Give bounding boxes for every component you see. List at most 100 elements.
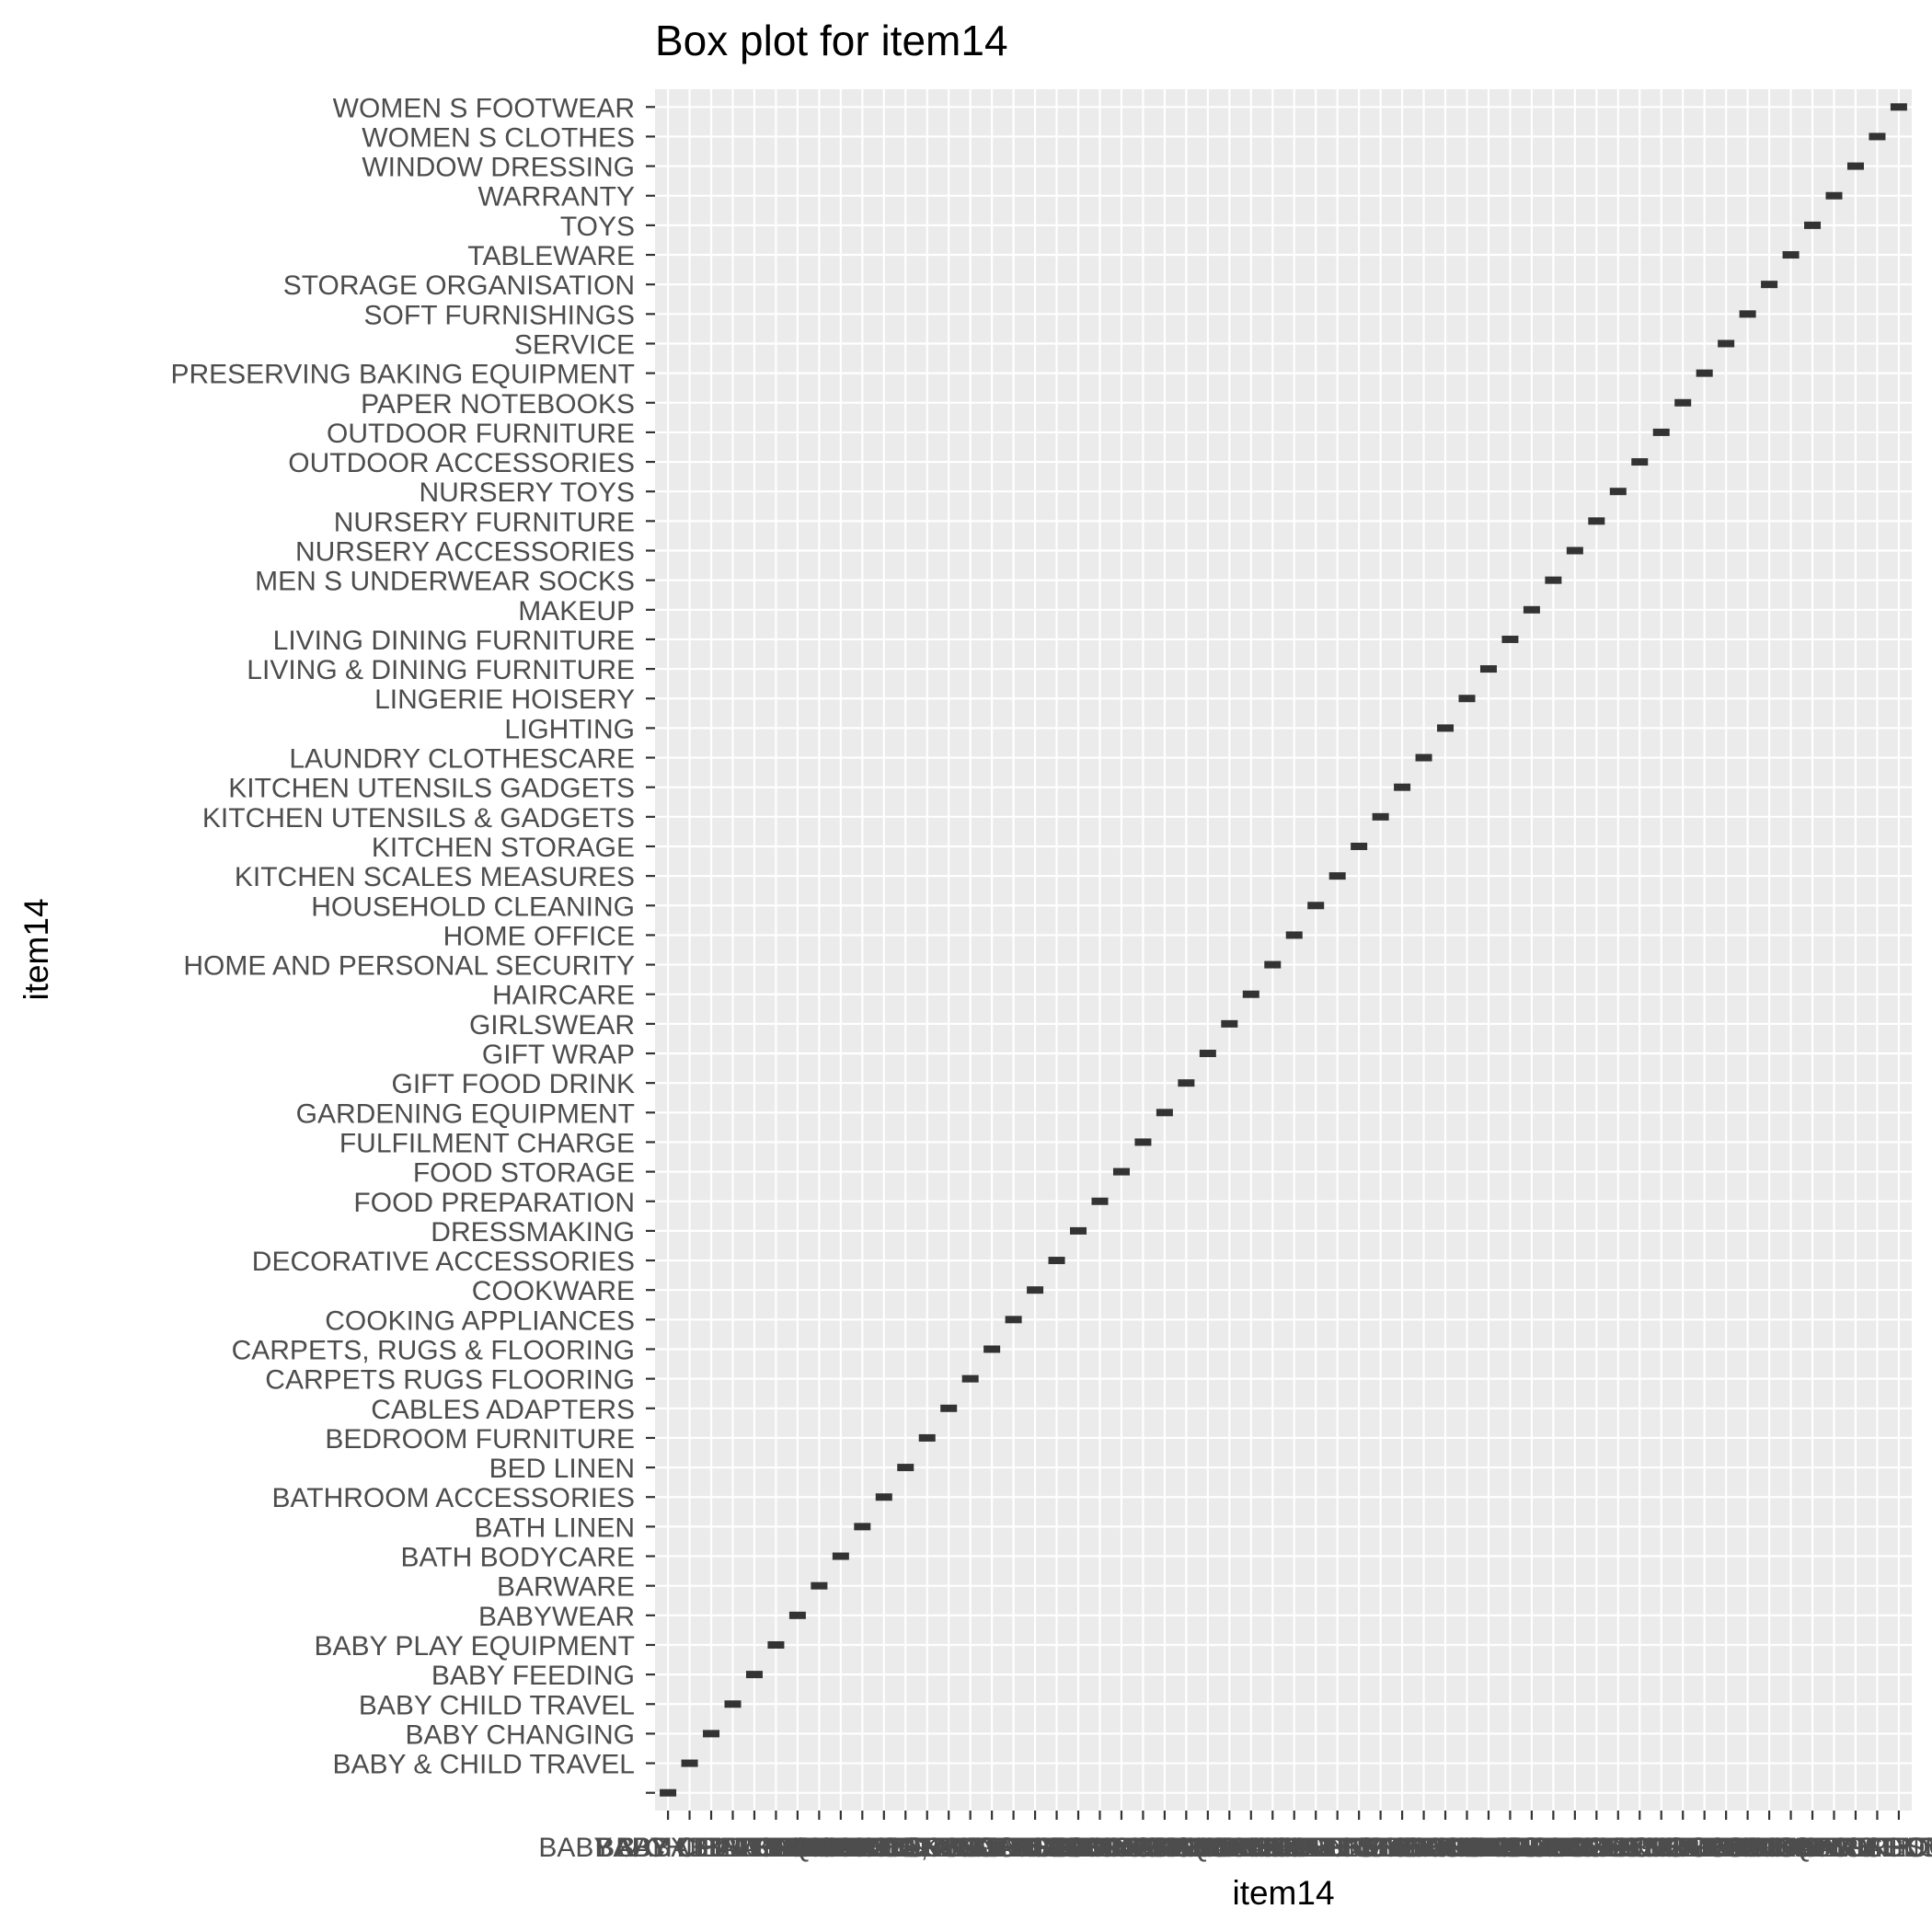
y-tick-label: WINDOW DRESSING [362, 153, 635, 183]
y-tick-label: KITCHEN STORAGE [372, 833, 635, 863]
y-tick-label: BABYWEAR [478, 1602, 635, 1632]
y-tick-label: BABY CHANGING [405, 1719, 635, 1750]
x-tick-label: NURSERY ACCESSORIES [1405, 1833, 1744, 1863]
y-tick-label: LIVING & DINING FURNITURE [247, 655, 635, 685]
box-mark [660, 1788, 677, 1797]
y-tick-label: BABY PLAY EQUIPMENT [315, 1631, 635, 1662]
x-tick-label: BARWARE [750, 1833, 888, 1863]
x-tick-label: CARPETS, RUGS & FLOORING [790, 1833, 1193, 1863]
x-tick-label: WOMEN S FOOTWEAR [1748, 1833, 1932, 1863]
box-mark [1825, 191, 1843, 200]
y-tick-label: NURSERY ACCESSORIES [295, 537, 635, 568]
box-mark [1091, 1197, 1109, 1205]
x-tick-label: TABLEWARE [1708, 1833, 1875, 1863]
box-mark [1479, 665, 1497, 673]
box-mark [1005, 1316, 1022, 1324]
x-tick-label: COOKING APPLIANCES [858, 1833, 1168, 1863]
x-tick-label: HOME AND PERSONAL SECURITY [1047, 1833, 1499, 1863]
x-tick-label: PAPER NOTEBOOKS [1546, 1833, 1820, 1863]
x-tick-label: KITCHEN UTENSILS & GADGETS [1165, 1833, 1597, 1863]
chart-title: Box plot for item14 [655, 17, 1008, 64]
box-mark [1869, 132, 1886, 141]
x-tick-label: BABY FEEDING [652, 1833, 856, 1863]
box-mark [1112, 1167, 1130, 1176]
box-mark [1674, 398, 1692, 407]
x-tick-label: PRESERVING BAKING EQUIPMENT [1472, 1833, 1932, 1863]
y-tick-label: CABLES ADAPTERS [371, 1395, 635, 1425]
box-mark [811, 1581, 828, 1590]
box-mark [1566, 546, 1583, 555]
y-tick-label: BATH LINEN [475, 1512, 635, 1543]
y-tick-label: LAUNDRY CLOTHESCARE [289, 744, 635, 775]
x-tick-label: HOME OFFICE [1199, 1833, 1390, 1863]
x-tick-label: CARPETS RUGS FLOORING [786, 1833, 1156, 1863]
x-tick-label: GIRLSWEAR [1146, 1833, 1312, 1863]
y-tick-label: BABY & CHILD TRAVEL [333, 1750, 635, 1780]
x-tick-label: OUTDOOR ACCESSORIES [1466, 1833, 1813, 1863]
box-mark [1156, 1109, 1173, 1117]
box-mark [1328, 872, 1346, 880]
y-tick-label: WOMEN S CLOTHES [362, 122, 635, 153]
x-tick-label: HAIRCARE [1179, 1833, 1322, 1863]
y-tick-label: GARDENING EQUIPMENT [296, 1098, 635, 1129]
y-tick-label: BABY CHILD TRAVEL [359, 1690, 635, 1720]
box-mark [1415, 753, 1432, 762]
box-mark [1652, 428, 1670, 436]
x-tick-label: OUTDOOR FURNITURE [1507, 1833, 1815, 1863]
x-tick-label: GIFT WRAP [1132, 1833, 1284, 1863]
box-mark [1718, 339, 1735, 348]
x-tick-label: KITCHEN UTENSILS GADGETS [1199, 1833, 1605, 1863]
y-tick-label: HOME AND PERSONAL SECURITY [183, 951, 635, 982]
y-tick-label: BATH BODYCARE [401, 1543, 636, 1573]
y-tick-label: GIRLSWEAR [469, 1010, 635, 1041]
y-tick-label: CARPETS RUGS FLOORING [265, 1365, 635, 1396]
y-tick-label: GIFT FOOD DRINK [392, 1069, 635, 1099]
box-mark [1221, 1019, 1238, 1028]
y-tick-label: SOFT FURNISHINGS [364, 300, 635, 330]
x-tick-label: MAKEUP [1474, 1833, 1591, 1863]
x-tick-label: WARRANTY [1755, 1833, 1913, 1863]
x-tick-label: BATHROOM ACCESSORIES [703, 1833, 1066, 1863]
box-mark [1134, 1138, 1152, 1146]
y-tick-label: MAKEUP [518, 596, 635, 627]
y-tick-label: KITCHEN SCALES MEASURES [235, 862, 635, 892]
box-mark [897, 1464, 914, 1472]
box-mark [940, 1404, 958, 1412]
box-mark [1394, 783, 1411, 791]
x-tick-label: BABY PLAY EQUIPMENT [615, 1833, 936, 1863]
x-tick-label: KITCHEN SCALES MEASURES [1137, 1833, 1537, 1863]
y-tick-label: BEDROOM FURNITURE [325, 1424, 635, 1455]
x-tick-label: STORAGE ORGANISATION [1593, 1833, 1932, 1863]
y-tick-label: COOKING APPLIANCES [325, 1305, 635, 1336]
x-tick-label: BABY CHANGING [596, 1833, 826, 1863]
box-mark [681, 1759, 698, 1767]
x-tick-label: NURSERY TOYS [1511, 1833, 1727, 1863]
box-mark [918, 1433, 936, 1442]
box-mark [961, 1374, 979, 1383]
box-mark [788, 1611, 806, 1619]
x-tick-label: DECORATIVE ACCESSORIES [865, 1833, 1248, 1863]
y-tick-label: TABLEWARE [467, 241, 635, 271]
box-mark [1501, 635, 1519, 643]
box-mark [983, 1345, 1001, 1353]
y-tick-label: SERVICE [514, 329, 635, 360]
box-mark [1545, 576, 1562, 584]
y-tick-label: HOME OFFICE [443, 921, 635, 951]
box-mark [1264, 960, 1282, 969]
box-mark [1523, 605, 1540, 614]
x-tick-label: WINDOW DRESSING [1719, 1833, 1932, 1863]
box-mark [1307, 902, 1325, 910]
y-tick-label: WARRANTY [477, 182, 635, 213]
box-mark [703, 1730, 720, 1738]
box-mark [1458, 695, 1476, 703]
box-mark [1437, 724, 1455, 732]
y-tick-label: BARWARE [497, 1572, 635, 1603]
box-mark [1609, 488, 1627, 496]
y-tick-label: OUTDOOR ACCESSORIES [288, 448, 635, 478]
box-mark [1890, 103, 1907, 111]
box-mark [1285, 931, 1303, 939]
y-tick-label: GIFT WRAP [482, 1040, 635, 1070]
x-axis-title: item14 [1232, 1874, 1334, 1912]
